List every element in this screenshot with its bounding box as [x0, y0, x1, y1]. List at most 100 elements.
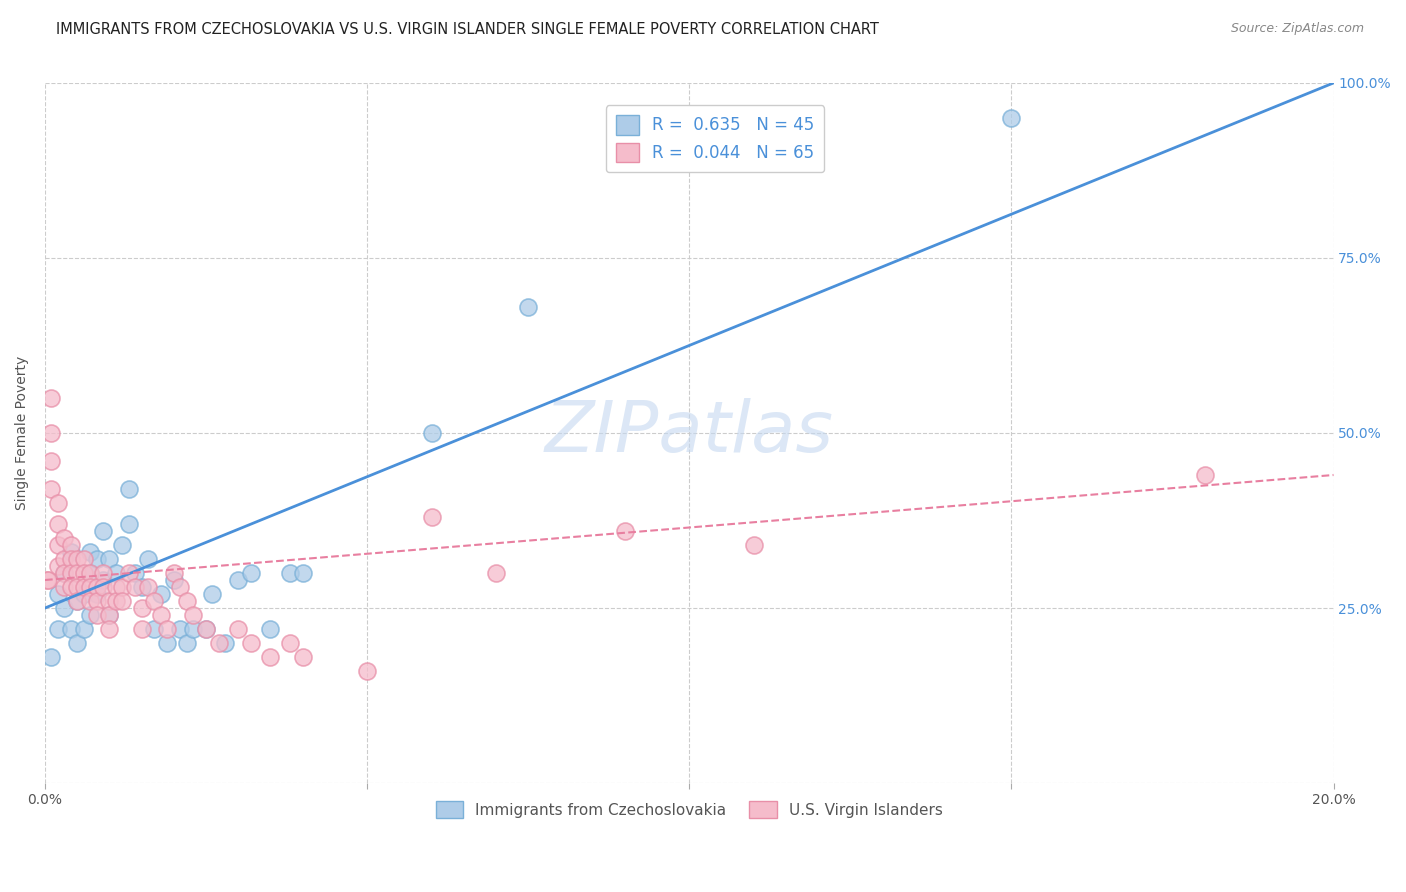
Point — [86, 580, 108, 594]
Point — [98, 607, 121, 622]
Point — [72, 552, 94, 566]
Point — [66, 594, 89, 608]
Point — [41, 391, 63, 405]
Point — [131, 622, 153, 636]
Point — [86, 594, 108, 608]
Point — [59, 622, 82, 636]
Point — [226, 622, 249, 636]
Point — [111, 580, 134, 594]
Point — [86, 607, 108, 622]
Text: IMMIGRANTS FROM CZECHOSLOVAKIA VS U.S. VIRGIN ISLANDER SINGLE FEMALE POVERTY COR: IMMIGRANTS FROM CZECHOSLOVAKIA VS U.S. V… — [56, 22, 879, 37]
Point — [163, 573, 186, 587]
Point — [485, 566, 508, 580]
Point — [195, 622, 218, 636]
Point — [79, 566, 101, 580]
Point — [136, 552, 159, 566]
Point — [79, 580, 101, 594]
Point — [46, 587, 69, 601]
Point — [72, 587, 94, 601]
Point — [181, 607, 204, 622]
Point — [41, 650, 63, 665]
Point — [46, 622, 69, 636]
Point — [208, 636, 231, 650]
Point — [356, 664, 378, 678]
Point — [742, 538, 765, 552]
Point — [104, 594, 127, 608]
Point — [53, 566, 76, 580]
Text: Source: ZipAtlas.com: Source: ZipAtlas.com — [1230, 22, 1364, 36]
Point — [66, 594, 89, 608]
Point — [163, 566, 186, 580]
Point — [98, 594, 121, 608]
Point — [156, 622, 179, 636]
Point — [46, 559, 69, 574]
Point — [79, 607, 101, 622]
Point — [41, 425, 63, 440]
Point — [118, 482, 141, 496]
Point — [79, 566, 101, 580]
Point — [98, 607, 121, 622]
Point — [59, 552, 82, 566]
Point — [118, 516, 141, 531]
Point — [53, 531, 76, 545]
Point — [156, 636, 179, 650]
Point — [613, 524, 636, 538]
Y-axis label: Single Female Poverty: Single Female Poverty — [15, 356, 30, 510]
Point — [291, 650, 314, 665]
Point — [136, 580, 159, 594]
Point — [59, 538, 82, 552]
Point — [46, 538, 69, 552]
Point — [278, 636, 301, 650]
Point — [104, 580, 127, 594]
Point — [41, 482, 63, 496]
Point — [59, 566, 82, 580]
Point — [98, 622, 121, 636]
Point — [37, 573, 59, 587]
Point — [176, 636, 198, 650]
Point — [226, 573, 249, 587]
Point — [46, 496, 69, 510]
Point — [91, 580, 114, 594]
Point — [181, 622, 204, 636]
Point — [59, 545, 82, 559]
Point — [46, 516, 69, 531]
Point — [278, 566, 301, 580]
Point — [240, 636, 263, 650]
Point — [195, 622, 218, 636]
Point — [53, 601, 76, 615]
Point — [66, 636, 89, 650]
Point — [98, 552, 121, 566]
Point — [66, 552, 89, 566]
Point — [176, 594, 198, 608]
Point — [169, 622, 191, 636]
Point — [79, 594, 101, 608]
Point — [1000, 111, 1022, 125]
Point — [111, 538, 134, 552]
Point — [86, 552, 108, 566]
Point — [420, 510, 443, 524]
Point — [91, 524, 114, 538]
Point — [118, 566, 141, 580]
Point — [91, 566, 114, 580]
Point — [143, 594, 166, 608]
Point — [79, 545, 101, 559]
Point — [124, 580, 146, 594]
Point — [149, 607, 172, 622]
Point — [169, 580, 191, 594]
Point — [59, 580, 82, 594]
Point — [66, 566, 89, 580]
Point — [53, 580, 76, 594]
Point — [66, 580, 89, 594]
Point — [201, 587, 224, 601]
Point — [72, 566, 94, 580]
Point — [259, 622, 281, 636]
Point — [420, 425, 443, 440]
Point — [240, 566, 263, 580]
Point — [517, 300, 540, 314]
Point — [143, 622, 166, 636]
Point — [214, 636, 236, 650]
Legend: Immigrants from Czechoslovakia, U.S. Virgin Islanders: Immigrants from Czechoslovakia, U.S. Vir… — [429, 795, 949, 824]
Point — [259, 650, 281, 665]
Point — [149, 587, 172, 601]
Point — [53, 552, 76, 566]
